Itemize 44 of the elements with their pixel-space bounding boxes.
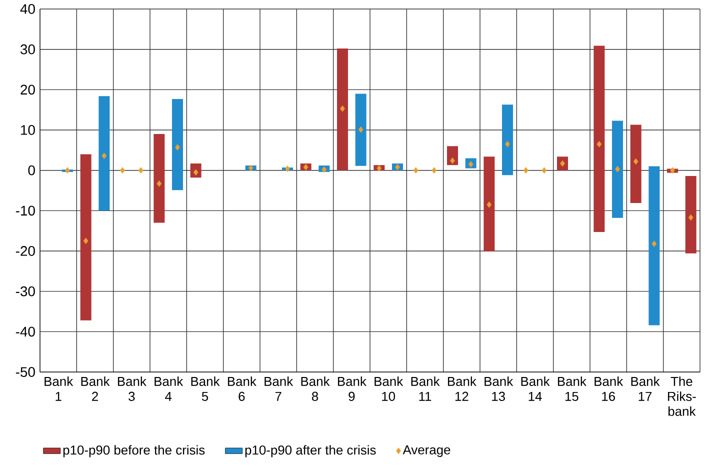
y-tick-label: 0 (28, 165, 35, 176)
legend-label: Average (402, 445, 450, 457)
y-tick-label: 20 (20, 84, 35, 95)
bar (484, 156, 495, 252)
x-tick-label: Bank 14 (521, 376, 550, 401)
bar (337, 48, 348, 170)
x-tick-label: Bank 4 (154, 376, 184, 401)
x-tick-label: The Riks-bank (668, 376, 696, 416)
x-tick-label: Bank 2 (81, 376, 110, 401)
legend-label: p10-p90 before the crisis (63, 445, 205, 458)
y-tick-label: -20 (16, 246, 35, 256)
bar (612, 120, 624, 218)
x-tick-label: Bank 7 (264, 376, 294, 401)
x-tick-label: Bank 3 (118, 376, 146, 401)
bar (154, 134, 165, 223)
x-tick-label: Bank 5 (191, 376, 220, 401)
bar (355, 94, 366, 166)
x-tick-label: Bank 1 (44, 376, 74, 401)
y-tick-label: 40 (20, 4, 35, 14)
bar (594, 46, 605, 232)
legend-label: p10-p90 after the crisis (245, 445, 376, 458)
x-tick-label: Bank 9 (338, 376, 366, 401)
x-tick-label: Bank 17 (631, 376, 660, 401)
y-tick-label: -50 (16, 367, 35, 377)
bar (172, 98, 183, 190)
y-tick-label: 10 (21, 125, 35, 135)
y-tick-label: -10 (16, 206, 35, 216)
bar (648, 166, 660, 326)
bar (447, 146, 458, 166)
x-tick-label: Bank 16 (594, 376, 624, 401)
bar (630, 124, 642, 204)
x-tick-label: Bank 8 (301, 376, 330, 401)
x-tick-label: Bank 12 (448, 376, 476, 401)
y-tick-label: -40 (16, 326, 35, 337)
x-tick-label: Bank 10 (374, 376, 404, 401)
x-tick-label: Bank 15 (558, 376, 586, 401)
bar (502, 104, 514, 176)
y-tick-label: -30 (16, 286, 35, 296)
x-tick-label: Bank 11 (411, 376, 440, 401)
y-tick-label: 30 (20, 44, 35, 54)
x-tick-label: Bank 13 (484, 376, 514, 401)
bar (98, 96, 110, 211)
x-tick-label: Bank 6 (228, 376, 256, 401)
bar (80, 154, 92, 320)
